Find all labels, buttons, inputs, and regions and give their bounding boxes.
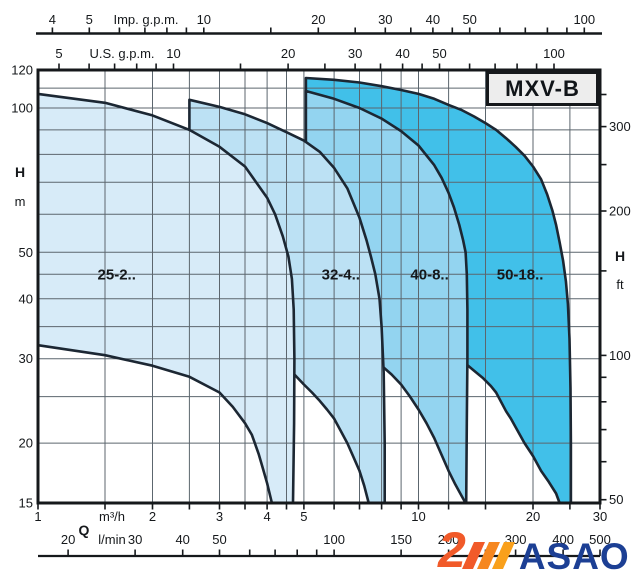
region-curve-25-2 xyxy=(36,92,296,505)
head-m-label: 120 xyxy=(11,63,33,78)
imp-gpm-label: 5 xyxy=(86,12,93,27)
family-label-50-18: 50-18.. xyxy=(497,267,544,284)
flow-lmin-label: 100 xyxy=(323,532,345,547)
flow-m3h-label: 20 xyxy=(526,509,540,524)
imp-gpm-label: 4 xyxy=(49,12,56,27)
head-m-label: 30 xyxy=(19,351,33,366)
right-axis-unit: ft xyxy=(616,277,624,292)
head-m-label: 20 xyxy=(19,436,33,451)
flow-lmin-label: 30 xyxy=(128,532,142,547)
plot-border xyxy=(36,68,602,505)
flow-m3h-label: 10 xyxy=(411,509,425,524)
flow-lmin-label: 500 xyxy=(589,532,611,547)
family-label-40-8: 40-8.. xyxy=(410,267,448,284)
left-axis-title: H xyxy=(15,164,25,180)
family-label-32-4: 32-4.. xyxy=(322,267,360,284)
asao-watermark-logo: 2 ASAO xyxy=(438,512,630,573)
flow-lmin-label: 150 xyxy=(390,532,412,547)
flow-lmin-label: 50 xyxy=(212,532,226,547)
flow-m3h-label: 2 xyxy=(149,509,156,524)
flow-m3h-label: 1 xyxy=(34,509,41,524)
right-axis-title: H xyxy=(615,248,625,264)
flow-lmin-label: 40 xyxy=(175,532,189,547)
head-m-label: 100 xyxy=(11,101,33,116)
flow-lmin-label: 400 xyxy=(552,532,574,547)
flow-m3h-label: 30 xyxy=(593,509,607,524)
head-ft-label: 50 xyxy=(609,492,623,507)
flow-axis-title: Q xyxy=(79,522,90,538)
us-gpm-label: 5 xyxy=(55,46,62,61)
head-m-label: 50 xyxy=(19,245,33,260)
imp-gpm-label: 20 xyxy=(311,12,325,27)
head-ft-label: 200 xyxy=(609,204,631,219)
flow-lmin-unit: l/min xyxy=(98,532,125,547)
region-curve-40-8 xyxy=(304,89,469,505)
head-ft-label: 100 xyxy=(609,348,631,363)
head-m-label: 40 xyxy=(19,291,33,306)
region-curve-32-4 xyxy=(188,98,386,505)
imp-gpm-label: 50 xyxy=(462,12,476,27)
flow-m3h-label: 5 xyxy=(300,509,307,524)
imp-gpm-label: 40 xyxy=(426,12,440,27)
flow-lmin-label: 20 xyxy=(61,532,75,547)
us-gpm-label: 50 xyxy=(432,46,446,61)
us-gpm-label: 30 xyxy=(348,46,362,61)
flow-m3h-label: 4 xyxy=(263,509,270,524)
imp-gpm-axis-title: Imp. g.p.m. xyxy=(113,12,178,27)
head-ft-label: 300 xyxy=(609,119,631,134)
us-gpm-axis-title: U.S. g.p.m. xyxy=(89,46,154,61)
us-gpm-label: 40 xyxy=(395,46,409,61)
left-axis-unit: m xyxy=(15,194,26,209)
us-gpm-label: 100 xyxy=(543,46,565,61)
imp-gpm-label: 100 xyxy=(573,12,595,27)
chart-title: MXV-B xyxy=(505,75,580,101)
imp-gpm-label: 10 xyxy=(197,12,211,27)
head-m-label: 15 xyxy=(19,496,33,511)
flow-m3h-unit: m³/h xyxy=(99,509,125,524)
imp-gpm-label: 30 xyxy=(378,12,392,27)
region-curve-50-18 xyxy=(304,76,573,505)
flow-m3h-label: 3 xyxy=(216,509,223,524)
family-label-25-2: 25-2.. xyxy=(98,267,136,284)
chart-title-box: MXV-B xyxy=(486,71,599,106)
flow-lmin-label: 200 xyxy=(438,532,460,547)
logo-wordmark: ASAO xyxy=(518,536,630,573)
logo-2-mark: 2 xyxy=(438,522,466,573)
logo-slashes-icon xyxy=(461,542,515,569)
us-gpm-label: 20 xyxy=(281,46,295,61)
us-gpm-label: 10 xyxy=(166,46,180,61)
